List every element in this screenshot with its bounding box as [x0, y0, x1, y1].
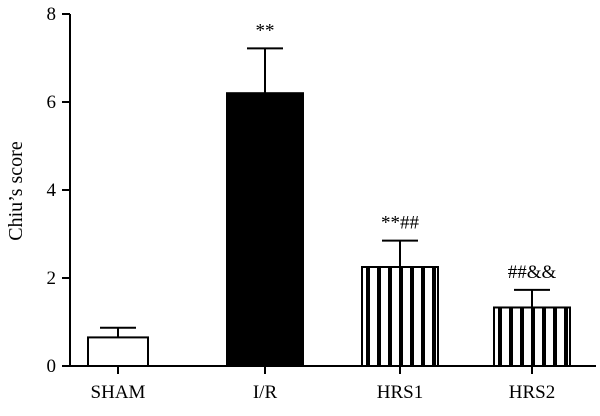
bar	[493, 306, 571, 368]
y-tick-label: 4	[47, 180, 57, 201]
y-tick-label: 6	[47, 92, 57, 113]
y-axis: 0 2 4 6 8	[47, 4, 71, 377]
y-tick-label: 8	[47, 4, 57, 25]
y-tick-label: 2	[47, 268, 57, 289]
y-tick-label: 0	[47, 356, 57, 377]
significance-label: ##&&	[508, 262, 557, 283]
x-tick-label: I/R	[253, 382, 278, 403]
x-tick-label: HRS1	[377, 382, 423, 403]
bar	[226, 92, 304, 367]
significance-label: **	[256, 20, 275, 41]
significance-label: **##	[381, 213, 420, 234]
y-axis-label: Chiu’s score	[5, 141, 27, 241]
bar	[361, 266, 439, 367]
bar	[87, 336, 149, 367]
x-tick-label: HRS2	[509, 382, 555, 403]
x-axis: SHAM I/R HRS1 HRS2	[70, 365, 596, 403]
bars: ** **## ##&&	[87, 20, 571, 368]
x-tick-label: SHAM	[91, 382, 146, 403]
